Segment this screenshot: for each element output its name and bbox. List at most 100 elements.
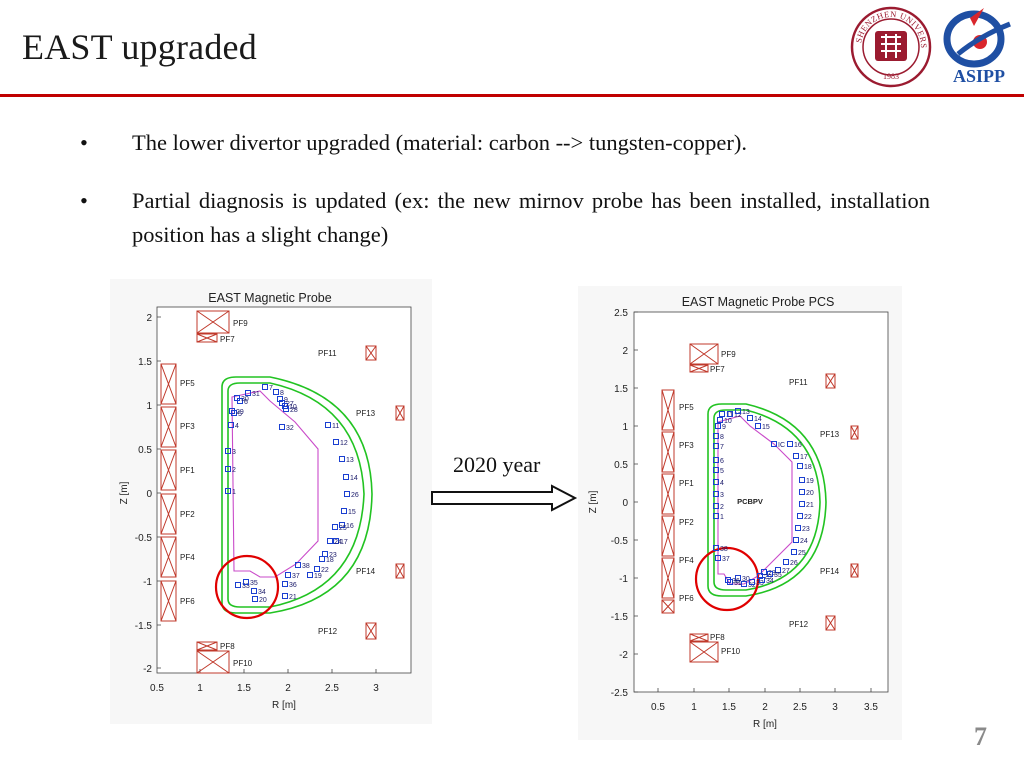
probe-label: 28 (768, 570, 776, 577)
y-tick: 2.5 (614, 308, 628, 319)
probe-label: 15 (348, 509, 356, 516)
first-wall (231, 390, 319, 578)
probe-label: 2 (232, 467, 236, 474)
y-tick: -1 (143, 577, 152, 588)
probe-label: 12 (340, 440, 348, 447)
probe-label: 6 (244, 399, 248, 406)
probe-label: 30 (241, 396, 249, 403)
bullet-text: Partial diagnosis is updated (ex: the ne… (132, 188, 930, 247)
probe-marker (713, 433, 719, 439)
coil-label: PF10 (721, 647, 741, 656)
probe-marker (333, 439, 339, 445)
vacuum-vessel (707, 403, 827, 597)
x-axis-label: R [m] (753, 719, 777, 730)
probe-marker (279, 400, 285, 406)
probe-label: 5 (238, 411, 242, 418)
probe-marker (282, 593, 288, 599)
probe-label: 23 (802, 526, 810, 533)
coil-label: PF9 (233, 319, 248, 328)
probe-marker (793, 537, 799, 543)
y-tick: 0.5 (614, 460, 628, 471)
probe-label: 18 (804, 464, 812, 471)
coil-label: PF8 (220, 642, 235, 651)
probe-label: 27 (782, 568, 790, 575)
probe-marker (282, 581, 288, 587)
vacuum-vessel (221, 376, 373, 614)
y-tick: -0.5 (611, 536, 629, 547)
probe-marker (225, 488, 231, 494)
y-tick: -2 (619, 650, 628, 661)
probe-label: 15 (762, 424, 770, 431)
figure-title: EAST Magnetic Probe PCS (682, 295, 835, 309)
probe-marker (243, 579, 249, 585)
y-tick: 2 (146, 313, 152, 324)
x-tick: 2.5 (793, 702, 807, 713)
probe-marker (715, 423, 721, 429)
probe-label: 37 (292, 573, 300, 580)
probe-marker (314, 566, 320, 572)
probe-label: 5 (720, 468, 724, 475)
probe-marker (339, 456, 345, 462)
probe-marker (761, 569, 767, 575)
probe-label: 28 (290, 407, 298, 414)
probe-label: 38 (720, 546, 728, 553)
coil-label: PF5 (679, 403, 694, 412)
probe-label: 31 (734, 580, 742, 587)
probe-label: 35 (250, 580, 258, 587)
x-tick: 2 (762, 702, 768, 713)
title-divider (0, 94, 1024, 97)
probe-label: 13 (742, 409, 750, 416)
probe-label: 25 (339, 525, 347, 532)
coil-label: PF6 (679, 594, 694, 603)
y-tick: 1.5 (138, 357, 152, 368)
asipp-logo: ASIPP (940, 6, 1018, 88)
probe-marker (799, 501, 805, 507)
highlight-circle (214, 554, 280, 620)
x-tick: 1 (691, 702, 697, 713)
probe-label: 23 (329, 552, 337, 559)
probe-marker (717, 417, 723, 423)
probe-label: 24 (800, 538, 808, 545)
probe-label: 32 (286, 425, 294, 432)
pf-coils (160, 310, 405, 674)
coil-label: PF14 (820, 567, 840, 576)
shenzhen-university-logo: SHENZHEN UNIVERSITY 1983 (847, 0, 932, 88)
coil-label: PF13 (356, 409, 376, 418)
probe-label: 19 (314, 573, 322, 580)
probe-marker (273, 389, 279, 395)
probe-marker (713, 545, 719, 551)
probe-label: 35 (774, 572, 782, 579)
probe-marker (235, 582, 241, 588)
svg-text:ASIPP: ASIPP (953, 66, 1005, 86)
coil-label: PF2 (679, 518, 694, 527)
coil-label: PF12 (789, 620, 809, 629)
y-tick: 2 (622, 346, 628, 357)
probe-marker (747, 415, 753, 421)
y-tick: -1.5 (611, 612, 629, 623)
probe-marker (715, 555, 721, 561)
x-tick: 1.5 (237, 683, 251, 694)
probe-marker (225, 448, 231, 454)
probe-marker (339, 522, 345, 528)
probe-label: 21 (806, 502, 814, 509)
probe-label: 8 (720, 434, 724, 441)
bullet-item: • Partial diagnosis is updated (ex: the … (80, 184, 930, 252)
coil-label: PF13 (820, 430, 840, 439)
x-tick: 0.5 (651, 702, 665, 713)
x-tick: 1.5 (722, 702, 736, 713)
bullet-marker: • (80, 130, 88, 155)
x-tick: 1 (197, 683, 203, 694)
coil-label: PF7 (710, 365, 725, 374)
coil-label: PF2 (180, 510, 195, 519)
probe-marker (783, 559, 789, 565)
transition-label: 2020 year (453, 452, 541, 477)
y-axis-label: Z [m] (588, 490, 599, 513)
probe-label: 14 (350, 475, 358, 482)
coil-label: PF5 (180, 379, 195, 388)
coil-label: PF1 (679, 479, 694, 488)
probe-marker (713, 491, 719, 497)
y-tick: 1.5 (614, 384, 628, 395)
probe-label: 11 (332, 423, 339, 430)
coil-label: PF4 (679, 556, 694, 565)
